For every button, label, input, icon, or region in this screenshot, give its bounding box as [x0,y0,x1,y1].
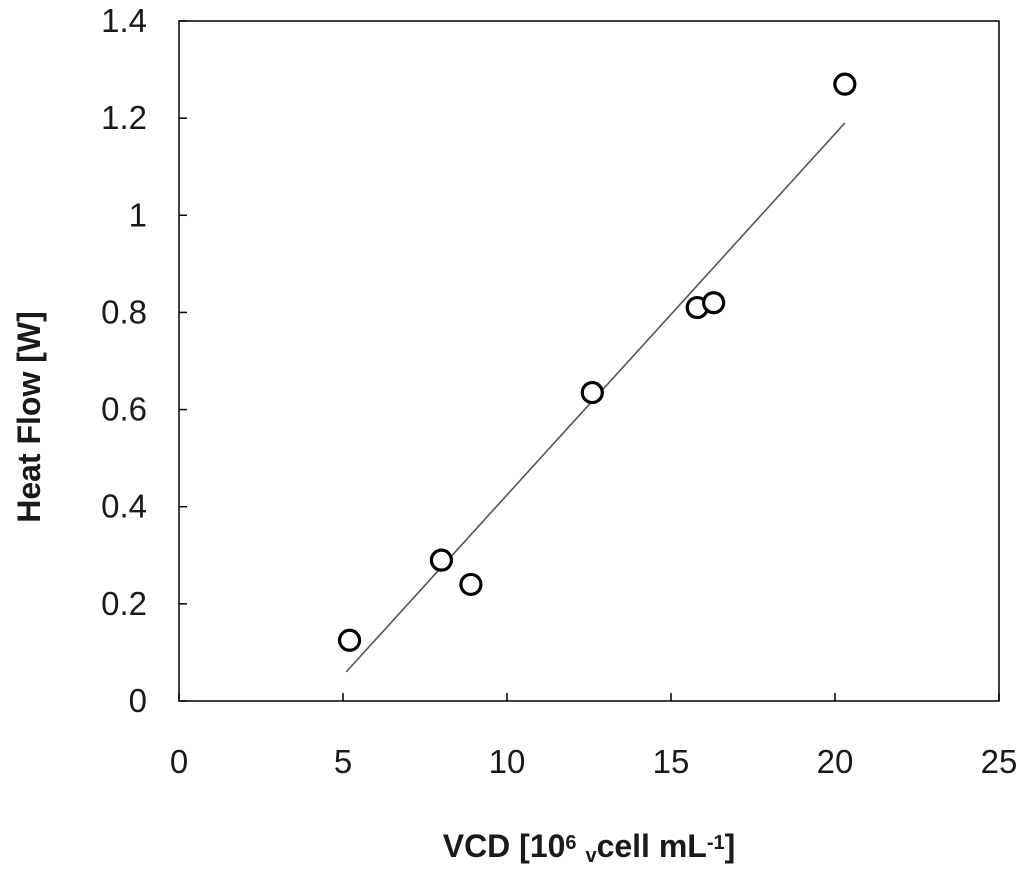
x-tick-label: 20 [817,743,854,780]
y-axis-title: Heat Flow [W] [11,311,47,523]
data-point [833,72,857,96]
x-tick-label: 0 [170,743,188,780]
y-axis-ticks [179,20,187,702]
data-point [429,548,453,572]
y-tick-label: 0 [129,682,147,719]
data-point [702,291,726,315]
plot-area-frame [178,20,1000,702]
x-axis-ticks [178,693,1000,701]
data-point [580,380,604,405]
x-tick-label: 5 [334,743,352,780]
x-axis-title: VCD [106 vcell mL-1] [443,828,736,867]
y-tick-label: 0.2 [101,585,147,622]
y-tick-label: 1.2 [101,99,147,136]
x-tick-label: 25 [981,743,1018,780]
y-tick-label: 1.4 [101,2,147,39]
data-point [459,572,483,597]
x-tick-label: 15 [653,743,690,780]
y-tick-label: 0.4 [101,488,147,525]
y-tick-label: 0.8 [101,293,147,330]
x-tick-label: 10 [489,743,526,780]
x-axis-tick-labels: 0 5 10 15 20 25 [170,743,1018,780]
y-tick-label: 1 [129,196,147,233]
y-tick-label: 0.6 [101,391,147,428]
y-axis-tick-labels: 0 0.2 0.4 0.6 0.8 1 1.2 1.4 [101,2,147,719]
data-point [337,628,362,652]
data-points [337,72,857,652]
